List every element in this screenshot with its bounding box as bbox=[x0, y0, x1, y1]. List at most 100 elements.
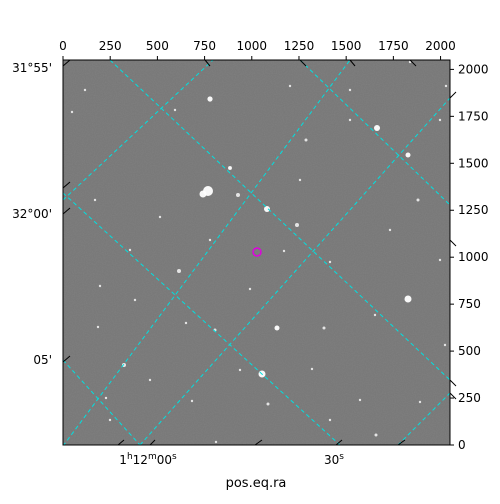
star bbox=[438, 258, 442, 262]
star bbox=[128, 248, 132, 252]
wcs-edge-tick bbox=[62, 355, 71, 363]
wcs-edge-tick bbox=[62, 207, 71, 215]
star bbox=[264, 206, 270, 212]
right-tick-label: 1000 bbox=[458, 250, 489, 264]
ra-grid-line bbox=[397, 392, 450, 445]
wcs-edge-tick bbox=[204, 59, 211, 67]
star bbox=[83, 88, 87, 92]
star bbox=[93, 198, 97, 202]
star bbox=[190, 399, 194, 403]
star bbox=[404, 295, 412, 303]
right-tick-label: 1750 bbox=[458, 109, 489, 123]
dec-grid-line bbox=[63, 359, 141, 445]
star bbox=[416, 198, 420, 202]
wcs-edge-tick bbox=[254, 439, 263, 446]
top-tick-label: 250 bbox=[99, 39, 122, 53]
star bbox=[348, 118, 352, 122]
star bbox=[358, 398, 362, 402]
star bbox=[274, 325, 280, 331]
wcs-edge-tick bbox=[449, 392, 457, 400]
star bbox=[177, 269, 181, 273]
star bbox=[282, 249, 286, 253]
star bbox=[298, 178, 302, 182]
ra-label: 30s bbox=[324, 452, 344, 467]
top-pixel-axis: 0 250 500 750 1000 1250 1500 1750 2000 bbox=[59, 39, 456, 53]
top-tick-label: 2000 bbox=[425, 39, 456, 53]
wcs-edge-tick bbox=[449, 379, 457, 387]
star bbox=[158, 215, 162, 219]
wcs-edge-tick bbox=[449, 91, 457, 99]
star bbox=[328, 260, 332, 264]
star bbox=[405, 152, 411, 158]
star bbox=[374, 433, 378, 437]
tick-marks bbox=[62, 56, 457, 446]
star bbox=[70, 110, 74, 114]
wcs-edge-tick bbox=[62, 59, 71, 67]
right-tick-label: 2000 bbox=[458, 62, 489, 76]
star bbox=[328, 418, 332, 422]
wcs-edge-tick bbox=[397, 439, 406, 446]
x-axis-title: pos.eq.ra bbox=[226, 476, 287, 491]
star bbox=[98, 284, 102, 288]
star bbox=[207, 96, 213, 102]
right-tick-label: 750 bbox=[458, 297, 481, 311]
right-pixel-axis: 2000 1750 1500 1250 1000 750 500 250 0 bbox=[458, 62, 489, 452]
star bbox=[266, 402, 270, 406]
target-marker[interactable] bbox=[252, 247, 262, 257]
star bbox=[133, 298, 137, 302]
right-tick-label: 0 bbox=[458, 438, 466, 452]
top-tick-label: 0 bbox=[59, 39, 67, 53]
wcs-edge-tick bbox=[62, 181, 71, 189]
star bbox=[408, 60, 412, 64]
dec-label: 05' bbox=[33, 353, 52, 367]
top-tick-label: 1000 bbox=[237, 39, 268, 53]
right-tick-label: 500 bbox=[458, 344, 481, 358]
ra-label: 1h12m00s bbox=[119, 452, 177, 467]
right-tick-label: 1250 bbox=[458, 203, 489, 217]
star bbox=[148, 378, 152, 382]
sky-image[interactable] bbox=[63, 60, 450, 445]
star bbox=[96, 325, 100, 329]
wcs-edge-tick bbox=[149, 439, 156, 446]
wcs-edge-tick bbox=[299, 59, 307, 67]
star bbox=[444, 84, 448, 88]
star bbox=[104, 396, 108, 400]
star bbox=[173, 108, 177, 112]
star bbox=[199, 190, 207, 198]
wcs-edge-tick bbox=[449, 239, 457, 247]
star bbox=[228, 166, 232, 170]
wcs-edge-tick bbox=[335, 439, 343, 446]
wcs-edge-tick bbox=[409, 59, 417, 67]
star bbox=[304, 138, 308, 142]
dec-grid-line bbox=[109, 60, 450, 381]
star bbox=[288, 84, 292, 88]
top-tick-label: 750 bbox=[193, 39, 216, 53]
star bbox=[443, 343, 447, 347]
ra-grid-line bbox=[63, 60, 351, 445]
top-tick-label: 500 bbox=[146, 39, 169, 53]
right-tick-label: 1500 bbox=[458, 156, 489, 170]
ra-grid-line bbox=[63, 60, 214, 201]
star bbox=[208, 238, 212, 242]
star bbox=[295, 223, 299, 227]
top-tick-label: 1750 bbox=[378, 39, 409, 53]
star bbox=[388, 228, 392, 232]
ra-grid-line bbox=[139, 97, 450, 445]
star bbox=[310, 367, 314, 371]
star bbox=[248, 287, 252, 291]
wcs-edge-tick bbox=[349, 59, 356, 67]
dec-label: 31°55' bbox=[12, 61, 52, 75]
star bbox=[418, 400, 422, 404]
star bbox=[184, 321, 188, 325]
star bbox=[373, 313, 377, 317]
wcs-edge-tick bbox=[117, 439, 125, 446]
right-tick-label: 250 bbox=[458, 391, 481, 405]
star bbox=[374, 125, 380, 131]
star bbox=[108, 418, 112, 422]
coordinate-grid bbox=[63, 60, 450, 445]
top-tick-label: 1250 bbox=[284, 39, 315, 53]
sky-noise bbox=[63, 60, 450, 445]
dec-label: 32°00' bbox=[12, 207, 52, 221]
